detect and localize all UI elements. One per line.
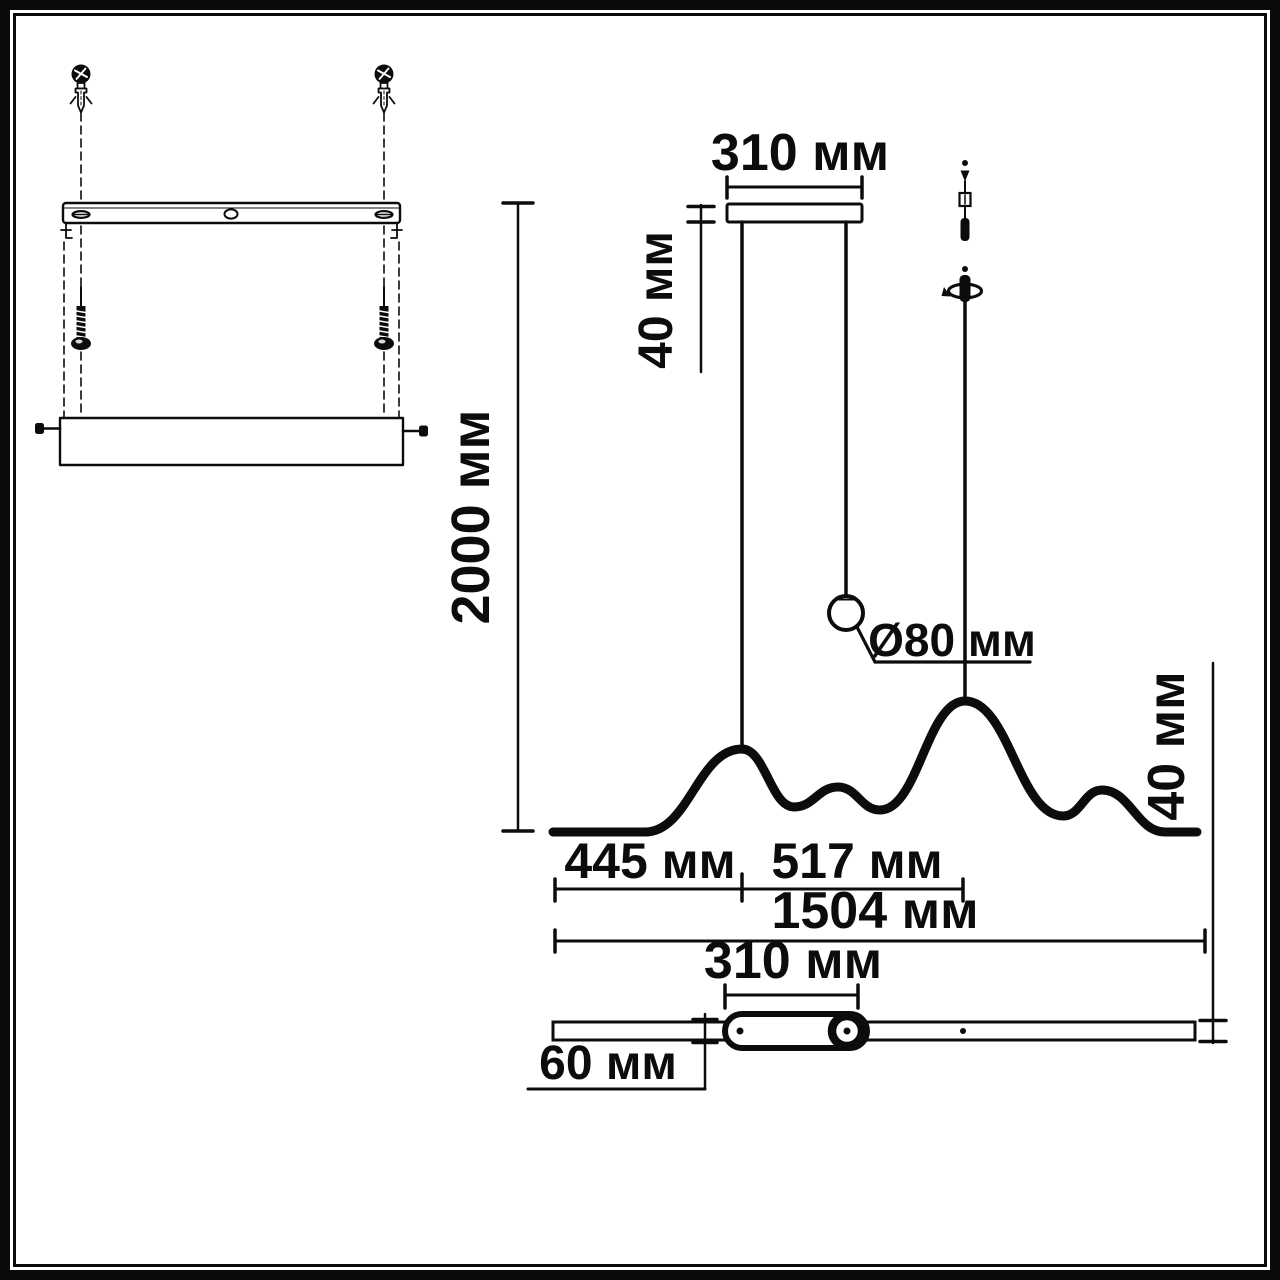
dimension-suspension-length: 2000 мм — [441, 201, 535, 833]
bracket-flange-right — [390, 222, 403, 239]
dimension-bar-depth: 40 мм — [1138, 661, 1228, 1045]
dimension-canopy-width-top: 310 мм — [711, 124, 889, 200]
end-offset-label: 60 мм — [539, 1037, 677, 1090]
ceiling-canopy — [725, 202, 864, 224]
bracket-flange-left — [60, 222, 73, 239]
cable-adjuster-exploded — [958, 160, 972, 241]
bracket-slot-right — [374, 210, 394, 220]
decor-ball — [827, 594, 865, 632]
suspension-length-label: 2000 мм — [441, 409, 501, 624]
end-screw-right — [401, 425, 428, 437]
front-view: 310 мм 40 мм 2000 мм — [441, 124, 1228, 1045]
cable-gripper-icon — [941, 266, 984, 302]
cable-exit-dot — [960, 1028, 966, 1034]
dimension-canopy-height: 40 мм — [630, 203, 716, 374]
dimension-canopy-width-bottom: 310 мм — [704, 932, 882, 1010]
wall-anchor-icon — [372, 63, 396, 114]
bar-depth-label: 40 мм — [1138, 671, 1196, 820]
mounting-screw-icon — [70, 286, 92, 351]
canopy-height-label: 40 мм — [630, 231, 683, 369]
dimension-ball-diameter: Ø80 мм — [855, 614, 1036, 666]
end-screw-left — [35, 423, 62, 434]
alignment-dashed-lines — [63, 112, 400, 418]
wall-anchor-icon — [69, 63, 93, 114]
dimension-end-offset: 60 мм — [526, 1012, 719, 1091]
cable-gland-ring — [827, 1011, 867, 1051]
lamp-bar-bottom — [551, 1020, 1197, 1042]
wavy-lamp-tube — [548, 696, 1202, 837]
bottom-view: 310 мм 60 мм — [526, 932, 1197, 1091]
canopy-width-bottom-label: 310 мм — [704, 932, 882, 990]
canopy-screw-dot-left — [736, 1027, 744, 1035]
bracket-center-hole — [223, 208, 239, 220]
installation-view — [35, 63, 428, 467]
bracket-slot-left — [71, 210, 91, 220]
dimension-overall-length: 1504 мм — [553, 882, 1207, 954]
canopy-width-top-label: 310 мм — [711, 124, 889, 182]
dimension-cable-positions: 445 мм 517 мм — [553, 833, 965, 903]
lamp-bar-side — [35, 416, 428, 467]
canopy-bracket — [60, 201, 403, 239]
left-segment-label: 445 мм — [564, 833, 735, 889]
ball-diameter-label: Ø80 мм — [868, 614, 1036, 666]
overall-length-label: 1504 мм — [771, 882, 978, 940]
mounting-screw-icon — [373, 286, 395, 351]
right-segment-label: 517 мм — [771, 833, 942, 889]
